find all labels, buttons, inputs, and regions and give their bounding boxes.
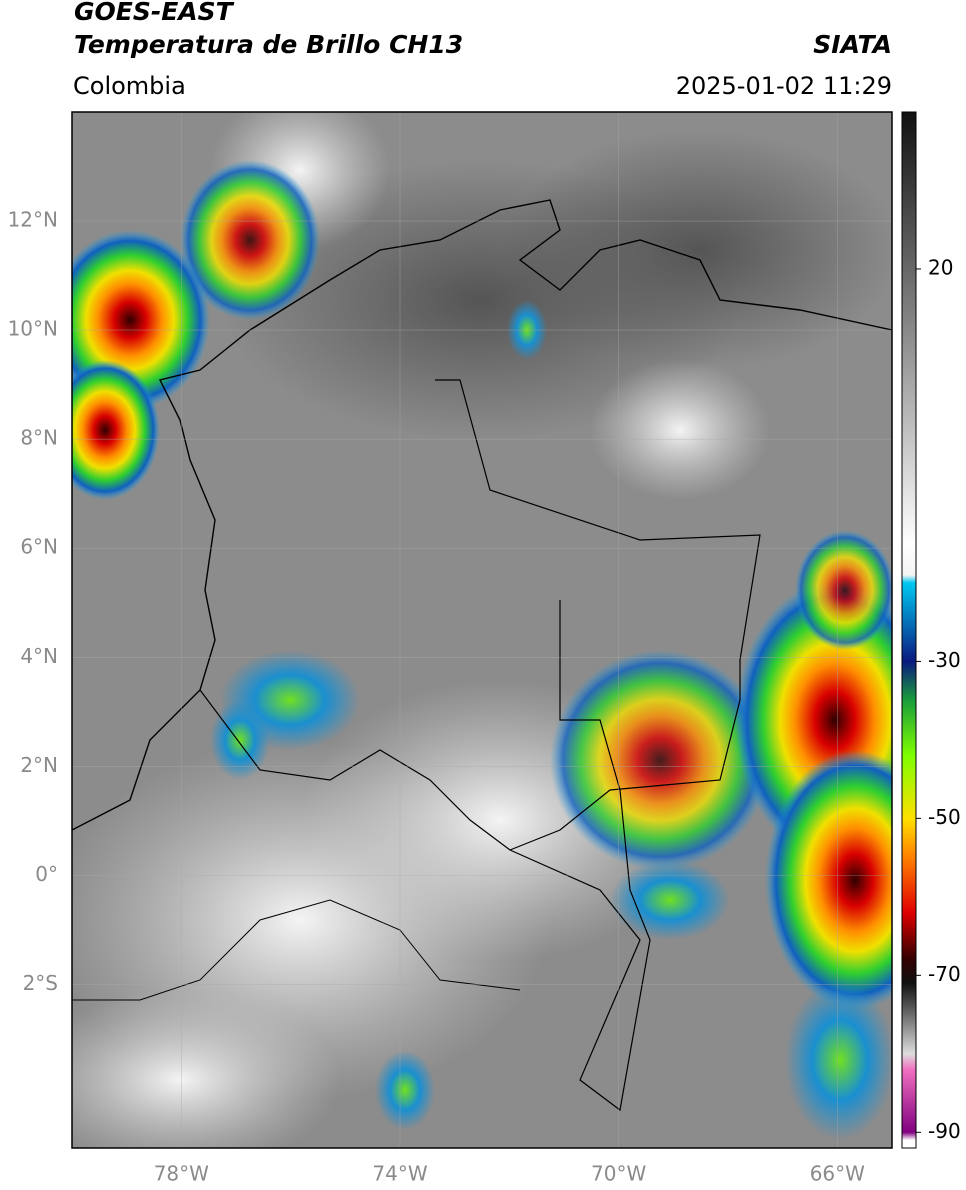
storm	[180, 160, 320, 320]
border	[72, 899, 521, 1001]
storm	[210, 700, 270, 780]
colorbar-tick-label: -70	[928, 962, 961, 986]
storm	[795, 530, 892, 650]
source: SIATA	[813, 30, 892, 59]
colorbar-tick-label: 20	[928, 255, 953, 279]
colorbar-tick-label: -30	[928, 648, 961, 672]
y-tick-label: 2°S	[23, 971, 58, 995]
x-tick-label: 78°W	[154, 1162, 209, 1186]
x-tick-label: 70°W	[591, 1162, 646, 1186]
y-tick-label: 12°N	[8, 208, 58, 232]
y-tick-label: 4°N	[20, 644, 58, 668]
border	[199, 379, 761, 851]
region: Colombia	[73, 72, 186, 100]
y-tick-label: 0°	[35, 862, 58, 886]
border	[509, 600, 651, 1112]
colorbar-tick-label: -90	[928, 1119, 961, 1143]
y-tick-label: 8°N	[20, 426, 58, 450]
storm	[550, 650, 770, 870]
cloud-area	[590, 360, 770, 500]
storm	[765, 750, 892, 1010]
y-tick-label: 10°N	[8, 317, 58, 341]
storm	[72, 360, 160, 500]
coastline	[72, 199, 892, 831]
graticule	[72, 112, 892, 1148]
map-frame	[71, 111, 893, 1149]
y-tick-label: 6°N	[20, 535, 58, 559]
storm	[785, 980, 892, 1140]
x-tick-label: 74°W	[372, 1162, 427, 1186]
cloud-area	[72, 990, 340, 1148]
storm	[610, 860, 730, 940]
colorbar-tick-label: -50	[928, 805, 961, 829]
y-tick-label: 2°N	[20, 753, 58, 777]
timestamp: 2025-01-02 11:29	[676, 72, 892, 100]
subtitle: Temperatura de Brillo CH13	[74, 30, 463, 59]
x-tick-label: 66°W	[810, 1162, 865, 1186]
colorbar	[901, 111, 917, 1149]
cloud-free-area	[500, 130, 892, 370]
title: GOES-EAST	[74, 0, 235, 26]
satellite-image	[72, 112, 892, 1148]
storm	[375, 1050, 435, 1130]
